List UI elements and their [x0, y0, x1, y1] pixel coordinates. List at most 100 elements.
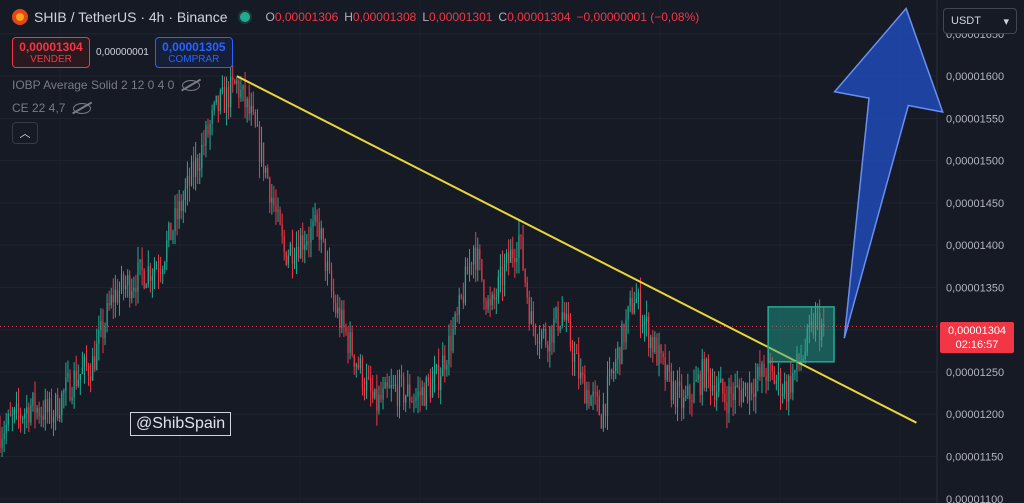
candle-countdown: 02:16:57 [955, 338, 999, 351]
up-arrow [833, 7, 944, 339]
candle [707, 359, 710, 373]
candle [94, 356, 96, 370]
candle [722, 379, 724, 395]
candle [337, 307, 339, 314]
currency-value: USDT [951, 15, 981, 27]
candle [104, 326, 106, 339]
candle [518, 235, 520, 259]
last-price-value: 0,00001304 [947, 324, 1007, 337]
candle [145, 284, 147, 289]
indicator-iobp[interactable]: IOBP Average Solid 2 12 0 4 0 [12, 78, 201, 92]
sell-price: 0,00001304 [19, 40, 83, 54]
candle [24, 413, 26, 419]
candle [244, 85, 246, 108]
candle [528, 297, 530, 324]
y-tick-label: 0,00001400 [946, 240, 1004, 252]
candle [592, 391, 594, 397]
candle [405, 395, 407, 403]
candle [751, 383, 753, 394]
candle [676, 381, 679, 408]
candle [668, 365, 670, 372]
candle [291, 243, 294, 264]
candle [413, 400, 415, 402]
eye-off-icon[interactable] [73, 102, 92, 114]
eye-off-icon[interactable] [182, 79, 201, 91]
candle [781, 393, 784, 397]
candle [493, 294, 495, 300]
candle [483, 280, 485, 302]
candle [83, 356, 86, 368]
candle [435, 365, 438, 372]
candle [238, 80, 240, 98]
candle [654, 337, 656, 353]
candle [386, 382, 388, 388]
currency-select[interactable]: USDT ▾ [943, 8, 1017, 34]
candle [332, 291, 335, 304]
candle [403, 376, 405, 403]
trade-panel: 0,00001304 VENDER 0,00000001 0,00001305 … [12, 37, 233, 68]
candle [755, 378, 757, 397]
candle [15, 403, 18, 409]
candle [450, 335, 452, 351]
candle [460, 295, 462, 297]
candle [742, 388, 745, 403]
candle [532, 311, 534, 326]
ohlc-value: 0,00001301 [429, 10, 493, 24]
candle [588, 390, 590, 406]
buy-label: COMPRAR [168, 54, 220, 65]
candle [419, 391, 421, 396]
indicator-ce[interactable]: CE 22 4,7 [12, 101, 92, 115]
candle [392, 384, 394, 386]
candle [157, 268, 160, 273]
candle [388, 387, 390, 389]
sell-button[interactable]: 0,00001304 VENDER [12, 37, 90, 68]
candle [473, 247, 475, 265]
candle [374, 389, 376, 399]
candle [63, 390, 65, 393]
candle [199, 168, 201, 171]
market-status-icon[interactable] [239, 12, 250, 22]
ohlc-value: 0,00001304 [507, 10, 571, 24]
candle [203, 144, 205, 146]
candle [812, 321, 815, 336]
candle [223, 87, 226, 113]
candle [370, 378, 372, 392]
candle [411, 401, 413, 403]
candle [557, 307, 559, 331]
candle [639, 292, 642, 328]
symbol-title[interactable]: SHIB / TetherUS · 4h · Binance [34, 9, 228, 25]
candle [454, 313, 456, 330]
chevron-up-icon: ︿ [19, 128, 31, 140]
candle [522, 236, 524, 270]
candle [485, 301, 487, 309]
candle [234, 80, 236, 84]
candle [468, 262, 471, 275]
candle [67, 373, 69, 378]
collapse-indicators-button[interactable]: ︿ [12, 122, 38, 144]
candle [316, 214, 318, 223]
candle [569, 320, 572, 347]
buy-button[interactable]: 0,00001305 COMPRAR [154, 37, 233, 68]
candle [390, 385, 392, 388]
candle [164, 261, 166, 270]
y-tick-label: 0,00001200 [946, 409, 1004, 421]
candle [697, 374, 699, 380]
candle [110, 295, 112, 306]
candle [555, 307, 557, 320]
candle [38, 407, 40, 417]
candle [79, 374, 81, 380]
candle [141, 259, 143, 271]
candle [683, 398, 685, 409]
candle [452, 329, 454, 351]
candle [188, 175, 191, 186]
candle [215, 95, 217, 103]
candle [394, 384, 397, 386]
candle [718, 382, 720, 392]
candle [155, 268, 158, 270]
candle [22, 418, 24, 420]
buy-price: 0,00001305 [162, 40, 226, 54]
y-tick-label: 0,00001450 [946, 198, 1004, 210]
candle [608, 369, 611, 377]
candle [225, 86, 228, 113]
